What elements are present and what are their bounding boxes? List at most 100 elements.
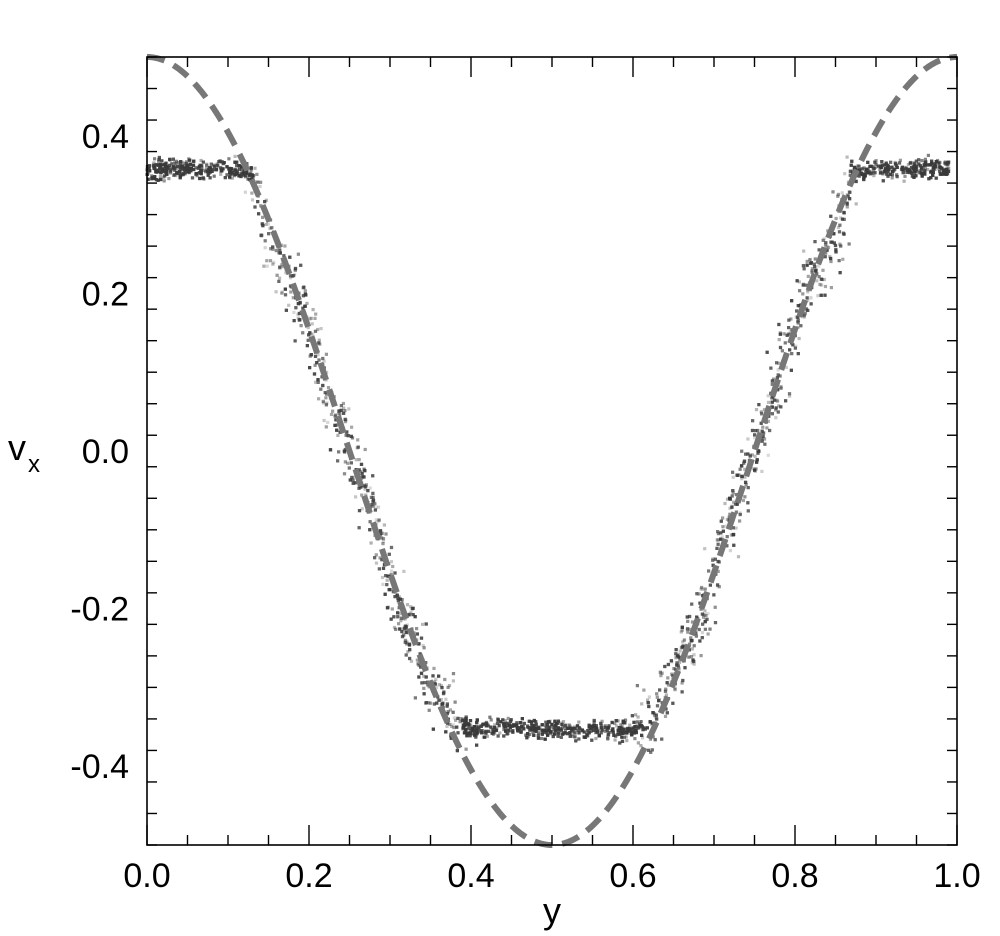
scatter-point [657,699,661,703]
scatter-point [544,720,548,724]
scatter-point [317,358,321,362]
scatter-point [255,172,259,176]
scatter-point [850,159,854,163]
scatter-point [918,169,922,173]
scatter-point [553,727,558,731]
scatter-point [910,165,914,170]
scatter-point [878,171,882,175]
scatter-point [686,627,690,631]
scatter-point [920,167,924,171]
scatter-point [384,574,388,578]
scatter-point [167,163,172,167]
scatter-point [612,733,616,737]
scatter-point [389,572,393,577]
scatter-point [369,541,373,545]
scatter-point [886,174,890,178]
scatter-point [506,728,510,732]
scatter-point [753,468,757,472]
scatter-point [778,332,782,336]
scatter-point [868,164,872,168]
scatter-point [325,392,329,396]
scatter-point [251,176,255,180]
scatter-point [678,649,682,653]
scatter-point [362,475,366,479]
scatter-point [364,485,368,489]
scatter-point [259,204,263,208]
scatter-point [537,731,541,735]
scatter-point [560,725,565,729]
scatter-point [678,656,682,660]
scatter-point [829,240,833,244]
scatter-point [496,718,500,722]
scatter-point [362,484,366,488]
scatter-point [441,692,446,696]
scatter-point [389,617,393,621]
scatter-point [917,162,921,166]
scatter-point [519,730,523,734]
scatter-point [371,498,375,502]
scatter-point [267,232,271,236]
scatter-point [825,248,829,252]
scatter-point [200,164,204,168]
scatter-point [599,726,603,730]
scatter-point [777,338,781,342]
scatter-point [561,732,565,736]
scatter-point [712,593,716,597]
scatter-point [784,365,788,369]
scatter-point [740,449,744,453]
scatter-point [360,507,364,511]
scatter-point [801,292,805,296]
scatter-point [848,190,852,194]
scatter-point [594,724,598,728]
scatter-point [162,179,166,183]
scatter-point [491,729,495,733]
scatter-point [243,175,247,179]
scatter-point [546,733,550,737]
scatter-point [592,720,596,724]
scatter-point [250,177,254,181]
scatter-point [577,726,581,730]
scatter-point [606,737,610,741]
scatter-point [813,265,817,269]
scatter-point [402,628,406,632]
scatter-point [738,467,742,471]
scatter-point [814,269,818,273]
scatter-point [189,169,193,173]
scatter-point [679,630,683,634]
scatter-point [530,727,534,731]
scatter-point [746,501,750,505]
scatter-point [686,627,690,631]
scatter-point [756,451,760,455]
scatter-point [690,661,694,665]
scatter-point [526,732,530,736]
scatter-point [403,638,408,642]
scatter-point [369,495,373,499]
scatter-point [324,396,328,400]
scatter-point [573,735,577,739]
scatter-point [716,538,720,542]
scatter-point [350,425,354,429]
scatter-point [416,662,420,666]
scatter-point [824,245,828,249]
scatter-point [672,667,676,671]
scatter-point [796,318,800,322]
scatter-point [324,403,328,407]
scatter-point [199,168,203,173]
scatter-point [489,725,493,729]
scatter-point [830,240,834,244]
scatter-point [845,202,849,206]
scatter-point [227,157,231,161]
scatter-point [669,659,673,663]
scatter-point [620,739,625,743]
scatter-point [893,162,898,166]
scatter-point [407,642,412,646]
scatter-point [526,724,530,728]
scatter-point [612,733,616,737]
scatter-point [730,505,734,509]
scatter-point [816,294,820,298]
scatter-point [719,519,723,523]
scatter-point [355,446,359,450]
scatter-point [445,702,449,706]
scatter-point [318,342,322,346]
scatter-point [825,244,829,248]
